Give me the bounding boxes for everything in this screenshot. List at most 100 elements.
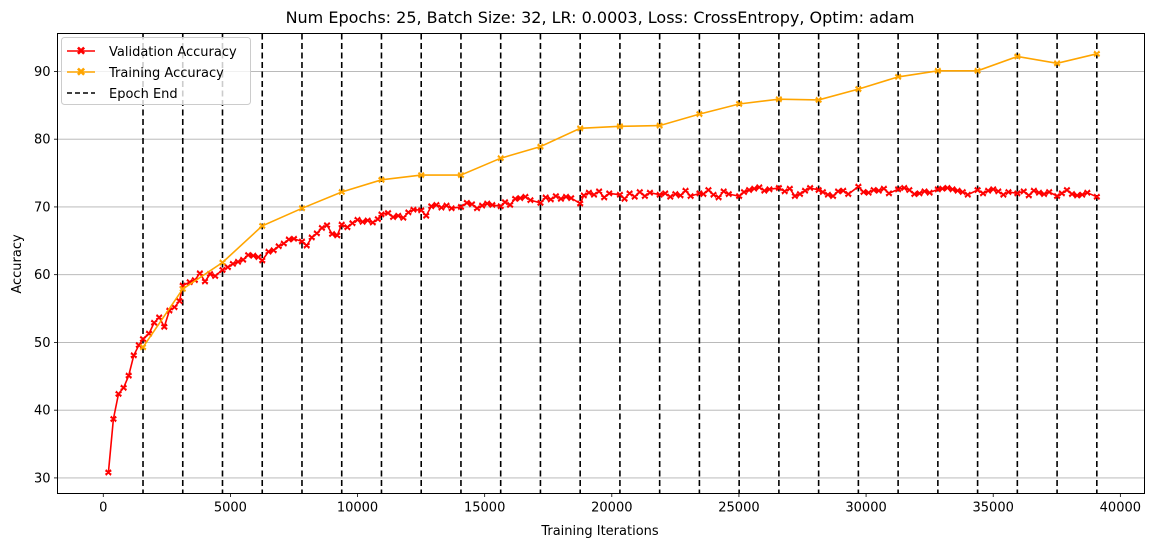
data-point-validation-accuracy <box>473 204 481 212</box>
data-point-validation-accuracy <box>580 192 588 199</box>
data-point-training-accuracy <box>378 176 385 184</box>
data-point-validation-accuracy <box>894 185 902 193</box>
data-point-validation-accuracy <box>801 187 809 195</box>
data-point-validation-accuracy <box>521 193 529 201</box>
data-point-validation-accuracy <box>735 192 743 200</box>
data-point-validation-accuracy <box>870 186 878 194</box>
data-point-training-accuracy <box>457 171 465 179</box>
data-point-validation-accuracy <box>715 194 722 201</box>
data-point-validation-accuracy <box>394 212 402 220</box>
data-point-validation-accuracy <box>201 278 209 285</box>
chart-title: Num Epochs: 25, Batch Size: 32, LR: 0.00… <box>286 8 915 27</box>
data-point-validation-accuracy <box>557 195 565 203</box>
data-point-validation-accuracy <box>699 190 707 198</box>
data-point-validation-accuracy <box>910 190 918 198</box>
data-point-validation-accuracy <box>1053 192 1061 200</box>
data-point-validation-accuracy <box>567 194 575 202</box>
data-point-validation-accuracy <box>994 187 1002 195</box>
series-training-accuracy <box>139 50 1101 351</box>
data-point-validation-accuracy <box>265 248 272 256</box>
legend-label-training: Training Accuracy <box>108 66 224 81</box>
data-point-validation-accuracy <box>343 223 351 231</box>
data-point-validation-accuracy <box>605 189 613 197</box>
data-point-validation-accuracy <box>775 184 783 192</box>
data-point-validation-accuracy <box>671 190 679 198</box>
data-point-validation-accuracy <box>1058 189 1066 197</box>
legend-marker-training: ✖ <box>76 65 86 79</box>
data-point-validation-accuracy <box>483 200 491 207</box>
data-point-training-accuracy <box>576 124 584 132</box>
y-axis-label: Accuracy <box>10 234 25 294</box>
data-point-validation-accuracy <box>656 191 664 199</box>
x-tick-label: 5000 <box>214 501 247 516</box>
data-point-validation-accuracy <box>1030 187 1038 195</box>
data-point-validation-accuracy <box>224 263 232 271</box>
data-point-validation-accuracy <box>819 188 827 196</box>
data-point-validation-accuracy <box>720 187 728 195</box>
data-point-validation-accuracy <box>410 206 417 214</box>
data-point-validation-accuracy <box>349 219 356 227</box>
y-tick-label: 60 <box>34 268 51 283</box>
data-point-validation-accuracy <box>323 221 331 229</box>
data-point-validation-accuracy <box>1078 191 1086 199</box>
data-point-training-accuracy <box>179 285 187 293</box>
data-point-training-accuracy <box>775 95 783 103</box>
data-point-validation-accuracy <box>552 192 560 200</box>
data-point-validation-accuracy <box>303 242 311 249</box>
data-point-validation-accuracy <box>150 319 158 327</box>
data-point-validation-accuracy <box>984 187 992 195</box>
data-point-validation-accuracy <box>427 202 435 210</box>
data-point-training-accuracy <box>497 154 505 162</box>
data-point-validation-accuracy <box>1035 189 1043 197</box>
data-point-training-accuracy <box>974 67 981 75</box>
data-point-validation-accuracy <box>547 196 555 203</box>
data-point-validation-accuracy <box>1068 190 1076 198</box>
data-point-validation-accuracy <box>280 240 288 247</box>
data-point-validation-accuracy <box>590 191 598 199</box>
epoch-lines <box>142 33 1098 494</box>
data-point-training-accuracy <box>696 110 703 118</box>
data-point-validation-accuracy <box>595 187 603 195</box>
data-point-validation-accuracy <box>1045 188 1053 196</box>
data-point-validation-accuracy <box>944 184 951 192</box>
data-point-validation-accuracy <box>900 184 908 192</box>
data-point-training-accuracy <box>1093 50 1101 58</box>
y-tick-label: 30 <box>34 471 51 486</box>
data-point-validation-accuracy <box>338 221 346 228</box>
data-point-training-accuracy <box>338 188 346 196</box>
data-point-validation-accuracy <box>417 206 425 214</box>
x-tick-label: 0 <box>99 501 107 516</box>
data-point-validation-accuracy <box>1005 188 1012 196</box>
legend-marker-validation: ✖ <box>76 44 86 58</box>
data-point-validation-accuracy <box>687 192 695 200</box>
data-point-validation-accuracy <box>438 204 445 212</box>
data-point-validation-accuracy <box>677 192 684 199</box>
data-point-validation-accuracy <box>921 187 928 195</box>
x-axis-label: Training Iterations <box>540 524 659 539</box>
x-tick-label: 15000 <box>464 501 505 516</box>
data-point-validation-accuracy <box>885 189 893 197</box>
series-line-validation-accuracy <box>107 185 1098 473</box>
data-point-validation-accuracy <box>125 372 133 380</box>
data-point-validation-accuracy <box>542 194 550 201</box>
data-point-validation-accuracy <box>516 194 524 202</box>
data-point-validation-accuracy <box>905 186 913 194</box>
data-point-validation-accuracy <box>249 252 257 260</box>
data-point-validation-accuracy <box>682 187 689 195</box>
data-point-validation-accuracy <box>954 187 962 195</box>
data-point-validation-accuracy <box>641 192 649 200</box>
data-point-validation-accuracy <box>666 193 674 201</box>
data-point-validation-accuracy <box>616 191 624 199</box>
data-point-validation-accuracy <box>880 185 888 193</box>
data-point-training-accuracy <box>537 143 544 151</box>
legend-box <box>61 37 251 105</box>
data-point-validation-accuracy <box>478 202 486 209</box>
data-point-validation-accuracy <box>1083 189 1091 197</box>
data-point-validation-accuracy <box>621 195 628 203</box>
data-point-validation-accuracy <box>160 323 168 331</box>
data-point-validation-accuracy <box>710 191 717 199</box>
data-point-validation-accuracy <box>234 258 242 266</box>
data-point-validation-accuracy <box>636 188 644 196</box>
data-point-training-accuracy <box>735 100 743 108</box>
data-point-validation-accuracy <box>844 190 852 198</box>
